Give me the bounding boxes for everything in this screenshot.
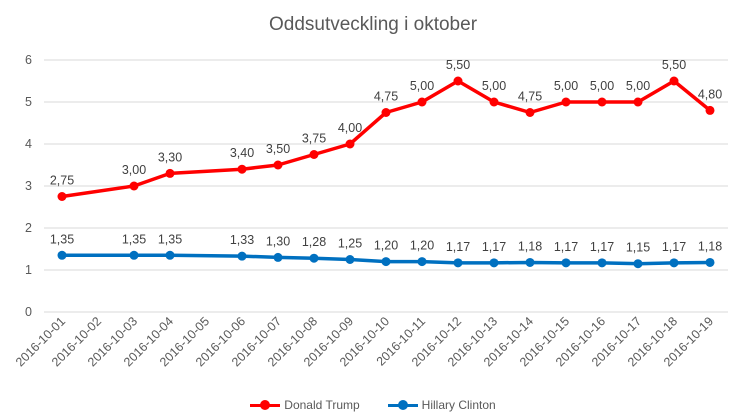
data-label: 5,00 bbox=[554, 79, 578, 93]
data-point[interactable] bbox=[525, 108, 535, 117]
data-point[interactable] bbox=[705, 257, 715, 267]
data-label: 1,33 bbox=[230, 233, 254, 247]
data-label: 2,75 bbox=[50, 174, 74, 188]
data-point[interactable] bbox=[165, 250, 175, 260]
data-label: 1,35 bbox=[50, 232, 74, 246]
y-tick-label: 2 bbox=[25, 221, 32, 235]
data-point[interactable] bbox=[381, 108, 391, 117]
data-point[interactable] bbox=[705, 105, 715, 115]
legend-label-trump: Donald Trump bbox=[284, 398, 360, 412]
data-point[interactable] bbox=[561, 258, 571, 268]
data-point[interactable] bbox=[381, 257, 391, 267]
data-label: 3,40 bbox=[230, 146, 254, 160]
data-point[interactable] bbox=[597, 97, 607, 107]
data-point[interactable] bbox=[669, 258, 679, 268]
y-tick-label: 4 bbox=[25, 137, 32, 151]
data-label: 4,80 bbox=[698, 87, 722, 101]
data-label: 1,17 bbox=[446, 240, 470, 254]
data-point[interactable] bbox=[453, 76, 463, 86]
data-point[interactable] bbox=[273, 160, 283, 170]
data-point[interactable] bbox=[597, 258, 607, 268]
data-label: 4,00 bbox=[338, 121, 362, 135]
y-tick-label: 0 bbox=[25, 305, 32, 319]
data-point[interactable] bbox=[489, 97, 499, 107]
data-point[interactable] bbox=[57, 250, 67, 260]
data-label: 1,35 bbox=[158, 232, 182, 246]
data-label: 1,17 bbox=[590, 240, 614, 254]
legend-swatch-clinton bbox=[387, 400, 418, 410]
y-tick-label: 1 bbox=[25, 263, 32, 277]
data-label: 4,75 bbox=[374, 90, 398, 104]
data-point[interactable] bbox=[345, 139, 355, 149]
data-point[interactable] bbox=[489, 258, 499, 268]
line-chart: 01234562016-10-012016-10-022016-10-03201… bbox=[13, 53, 728, 369]
data-label: 5,00 bbox=[590, 79, 614, 93]
data-point[interactable] bbox=[273, 252, 283, 262]
data-label: 1,18 bbox=[518, 239, 542, 253]
data-label: 1,17 bbox=[554, 240, 578, 254]
data-label: 5,00 bbox=[482, 79, 506, 93]
data-label: 1,35 bbox=[122, 232, 146, 246]
data-label: 4,75 bbox=[518, 90, 542, 104]
data-point[interactable] bbox=[669, 76, 679, 86]
y-tick-label: 3 bbox=[25, 179, 32, 193]
chart-title: Oddsutveckling i oktober bbox=[268, 14, 478, 35]
legend-item-clinton[interactable]: Hillary Clinton bbox=[387, 398, 496, 412]
data-point[interactable] bbox=[309, 253, 319, 263]
data-label: 1,20 bbox=[410, 239, 434, 253]
y-tick-label: 5 bbox=[25, 95, 32, 109]
data-label: 5,00 bbox=[626, 79, 650, 93]
data-point[interactable] bbox=[237, 251, 247, 261]
data-point[interactable] bbox=[417, 257, 427, 267]
data-point[interactable] bbox=[633, 259, 643, 269]
data-label: 1,30 bbox=[266, 234, 290, 248]
data-label: 1,17 bbox=[662, 240, 686, 254]
data-label: 5,50 bbox=[662, 58, 686, 72]
legend-swatch-trump bbox=[250, 400, 281, 410]
data-point[interactable] bbox=[165, 168, 175, 178]
data-point[interactable] bbox=[525, 257, 535, 267]
data-label: 1,17 bbox=[482, 240, 506, 254]
y-tick-label: 6 bbox=[25, 53, 32, 67]
data-label: 3,30 bbox=[158, 150, 182, 164]
data-point[interactable] bbox=[237, 164, 247, 174]
data-label: 5,50 bbox=[446, 58, 470, 72]
legend-item-trump[interactable]: Donald Trump bbox=[250, 398, 360, 412]
legend-label-clinton: Hillary Clinton bbox=[421, 398, 496, 412]
data-point[interactable] bbox=[129, 181, 139, 191]
data-label: 1,15 bbox=[626, 241, 650, 255]
data-point[interactable] bbox=[309, 150, 319, 159]
data-point[interactable] bbox=[345, 255, 355, 264]
data-point[interactable] bbox=[129, 250, 139, 260]
data-label: 3,00 bbox=[122, 163, 146, 177]
data-label: 1,20 bbox=[374, 239, 398, 253]
data-label: 3,75 bbox=[302, 132, 326, 146]
data-label: 5,00 bbox=[410, 79, 434, 93]
data-label: 1,25 bbox=[338, 237, 362, 251]
data-point[interactable] bbox=[453, 258, 463, 268]
data-point[interactable] bbox=[417, 97, 427, 107]
data-point[interactable] bbox=[633, 97, 643, 107]
data-point[interactable] bbox=[57, 192, 67, 201]
data-label: 1,28 bbox=[302, 235, 326, 249]
data-label: 1,18 bbox=[698, 239, 722, 253]
legend: Donald Trump Hillary Clinton bbox=[0, 398, 746, 412]
data-point[interactable] bbox=[561, 97, 571, 107]
data-label: 3,50 bbox=[266, 142, 290, 156]
